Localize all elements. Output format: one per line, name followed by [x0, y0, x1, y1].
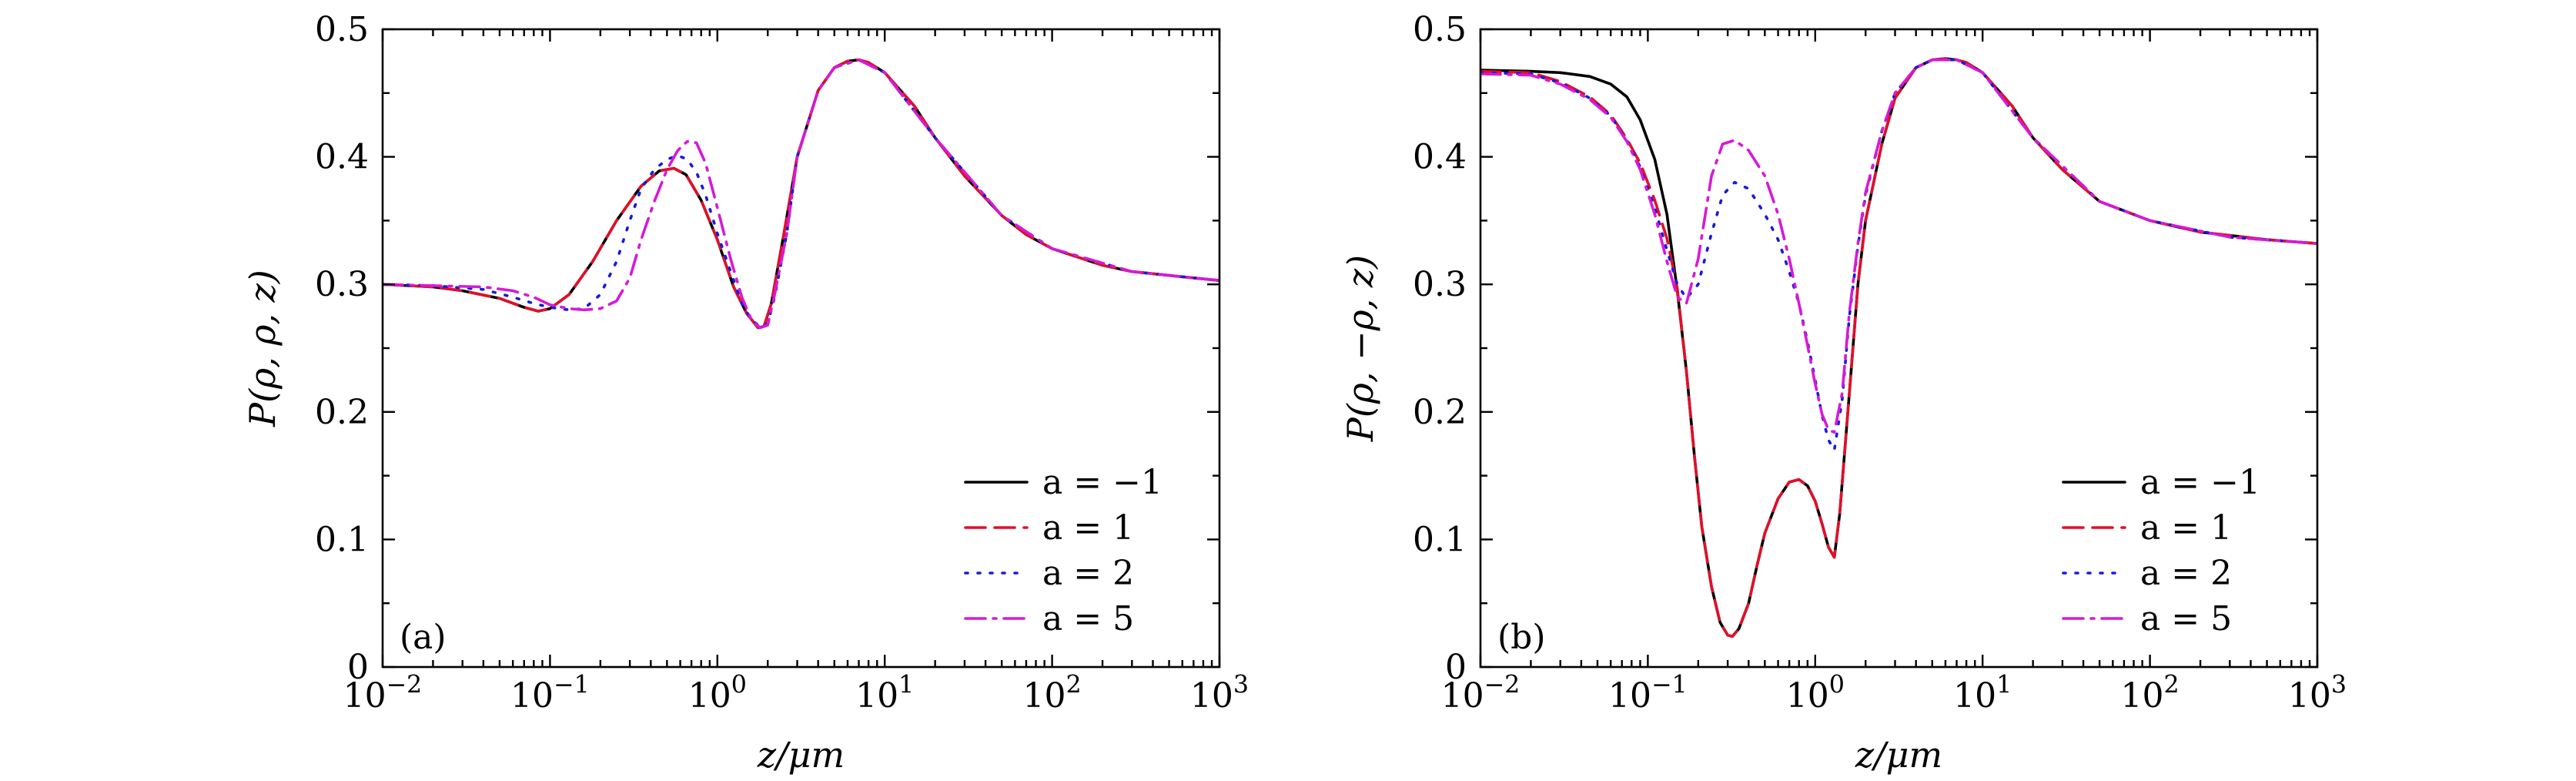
- y-axis-label: P(ρ, ρ, z): [242, 270, 283, 427]
- chart-panel-a: 10−2 10−1 100 101 102 103 0 0.1 0.2 0.3 0.4 0.5 z/μm…: [242, 10, 1249, 776]
- x-tick-label: 103: [1190, 672, 1249, 716]
- legend-label: a = −1: [1042, 463, 1163, 502]
- y-tick-label: 0.4: [1413, 138, 1467, 177]
- y-tick-label: 0.3: [1413, 265, 1467, 304]
- x-tick-label: 10−2: [343, 672, 423, 716]
- series-line-2: [383, 58, 1219, 330]
- y-tick-label: 0.1: [1413, 520, 1467, 559]
- chart-panel-b: 10−2 10−1 100 101 102 103 0 0.1 0.2 0.3 0.4 0.5 z/μm…: [1340, 10, 2347, 776]
- legend-label: a = −1: [2140, 463, 2260, 502]
- panel-tag: (a): [400, 618, 447, 657]
- x-tick-label: 10−1: [1608, 672, 1688, 716]
- x-tick-label: 100: [1786, 672, 1845, 716]
- y-tick-label: 0: [347, 648, 369, 687]
- y-tick-label: 0.5: [315, 10, 369, 49]
- x-tick-label: 101: [855, 672, 914, 716]
- y-axis-label: P(ρ, −ρ, z): [1340, 255, 1381, 442]
- y-tick-label: 0.2: [315, 393, 369, 432]
- series-line-2: [1480, 57, 2317, 639]
- x-tick-label: 101: [1953, 672, 2012, 716]
- legend-label: a = 2: [1042, 554, 1134, 593]
- legend-label: a = 2: [2140, 554, 2232, 593]
- y-tick-label: 0.1: [315, 520, 369, 559]
- series-line-3: [1480, 58, 2317, 452]
- legend-label: a = 1: [1042, 508, 1134, 548]
- series-line-3: [383, 58, 1219, 328]
- legend: a = −1 a = 1 a = 2 a = 5: [964, 463, 1163, 639]
- x-axis-label: z/μm: [1855, 734, 1942, 776]
- y-tick-label: 0.4: [315, 138, 369, 177]
- x-tick-label: 102: [2121, 672, 2180, 716]
- panel-tag: (b): [1497, 618, 1546, 657]
- series-line-4: [1480, 58, 2317, 434]
- x-tick-label: 102: [1023, 672, 1082, 716]
- legend-label: a = 5: [2140, 599, 2232, 639]
- legend-label: a = 5: [1042, 599, 1134, 639]
- x-tick-label: 10−2: [1441, 672, 1521, 716]
- y-tick-label: 0.2: [1413, 393, 1467, 432]
- y-tick-label: 0.3: [315, 265, 369, 304]
- series-line-1: [1480, 57, 2317, 639]
- legend: a = −1 a = 1 a = 2 a = 5: [2062, 463, 2260, 639]
- y-tick-label: 0.5: [1413, 10, 1467, 49]
- x-axis-label: z/μm: [757, 734, 845, 776]
- x-tick-label: 10−1: [510, 672, 590, 716]
- x-tick-label: 103: [2288, 672, 2347, 716]
- series-line-1: [383, 58, 1219, 330]
- legend-label: a = 1: [2140, 508, 2232, 548]
- x-tick-label: 100: [688, 672, 747, 716]
- series-line-4: [383, 58, 1219, 330]
- y-tick-label: 0: [1445, 648, 1467, 687]
